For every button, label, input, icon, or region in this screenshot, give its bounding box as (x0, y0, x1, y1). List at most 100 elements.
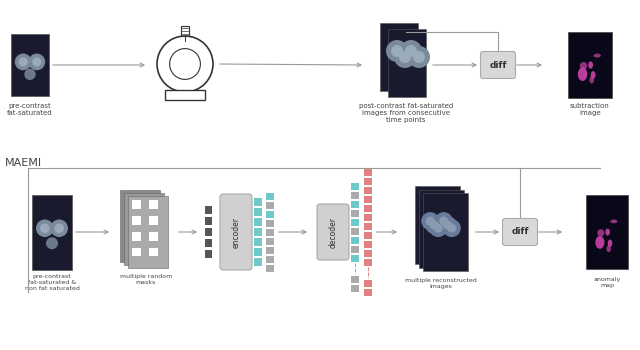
Polygon shape (597, 229, 604, 237)
FancyBboxPatch shape (220, 194, 252, 270)
Bar (11, 34, 49, 96)
Polygon shape (588, 62, 593, 69)
Polygon shape (595, 236, 604, 249)
Bar (351, 182, 359, 189)
Bar (364, 187, 372, 194)
Circle shape (413, 51, 425, 63)
Circle shape (439, 217, 448, 226)
Bar (149, 216, 157, 225)
Circle shape (429, 219, 447, 237)
Bar (351, 254, 359, 261)
Bar (364, 223, 372, 230)
Polygon shape (608, 240, 612, 247)
Bar (422, 193, 467, 271)
Circle shape (24, 69, 36, 80)
Text: pre-contrast
fat-saturated &
non fat saturated: pre-contrast fat-saturated & non fat sat… (24, 274, 79, 290)
Bar (364, 214, 372, 220)
Bar (380, 23, 418, 91)
Circle shape (36, 219, 54, 237)
Bar (419, 190, 463, 268)
Bar (124, 193, 164, 265)
Bar (149, 200, 157, 209)
Circle shape (426, 217, 435, 226)
Bar (351, 285, 359, 292)
Bar (364, 259, 372, 266)
Circle shape (399, 51, 411, 63)
Circle shape (435, 212, 452, 230)
FancyBboxPatch shape (317, 204, 349, 260)
Bar (351, 245, 359, 252)
Circle shape (170, 49, 200, 79)
Bar (351, 275, 359, 282)
Bar (364, 231, 372, 238)
Text: anomaly
map: anomaly map (593, 277, 621, 288)
Bar (205, 250, 211, 258)
Circle shape (40, 223, 50, 233)
Bar (132, 200, 141, 209)
Bar (351, 191, 359, 198)
FancyBboxPatch shape (481, 51, 515, 78)
Polygon shape (593, 54, 601, 57)
Polygon shape (591, 71, 596, 79)
Bar (266, 265, 274, 272)
Bar (254, 228, 262, 236)
Bar (364, 250, 372, 257)
Bar (364, 288, 372, 295)
Polygon shape (607, 245, 611, 252)
Bar (568, 32, 612, 98)
Text: diff: diff (511, 228, 529, 237)
Bar (254, 238, 262, 246)
Bar (149, 248, 157, 257)
Bar (364, 204, 372, 211)
Bar (415, 186, 460, 264)
Bar (266, 246, 274, 253)
Polygon shape (605, 229, 610, 236)
Circle shape (15, 54, 31, 70)
Bar (266, 202, 274, 209)
Bar (32, 195, 72, 270)
Bar (351, 218, 359, 225)
Bar (205, 228, 211, 236)
Bar (586, 195, 628, 269)
Circle shape (408, 46, 430, 68)
Bar (266, 238, 274, 245)
Polygon shape (580, 62, 588, 70)
Bar (181, 26, 189, 36)
Circle shape (444, 220, 452, 230)
Text: MAEMI: MAEMI (5, 158, 42, 168)
Circle shape (394, 46, 416, 68)
Text: diff: diff (489, 61, 507, 70)
Circle shape (429, 220, 439, 230)
Circle shape (425, 216, 444, 234)
Bar (132, 248, 141, 257)
Text: subtraction
image: subtraction image (570, 103, 610, 116)
Bar (364, 196, 372, 203)
Bar (165, 90, 205, 100)
Circle shape (439, 216, 457, 234)
FancyBboxPatch shape (502, 218, 538, 245)
Bar (266, 229, 274, 236)
Bar (132, 216, 141, 225)
Bar (254, 258, 262, 266)
Circle shape (51, 219, 68, 237)
Bar (351, 228, 359, 234)
Bar (364, 240, 372, 247)
Bar (364, 168, 372, 175)
Bar (254, 248, 262, 256)
Circle shape (29, 54, 45, 70)
Circle shape (447, 224, 456, 233)
Bar (254, 218, 262, 226)
Polygon shape (589, 76, 594, 84)
Bar (128, 196, 168, 268)
Bar (132, 232, 141, 241)
Bar (388, 29, 426, 97)
Bar (266, 256, 274, 262)
Bar (254, 198, 262, 206)
Bar (364, 177, 372, 184)
Bar (120, 190, 160, 262)
Circle shape (54, 223, 64, 233)
Circle shape (19, 57, 28, 66)
Text: encoder: encoder (232, 217, 241, 247)
Bar (205, 217, 211, 225)
Circle shape (434, 224, 443, 233)
